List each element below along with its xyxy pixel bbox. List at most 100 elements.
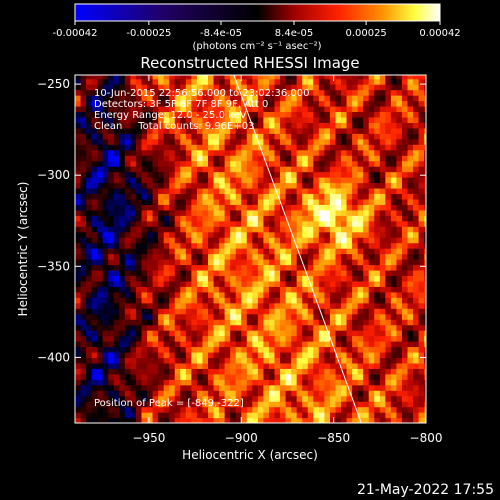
heatmap-cell [213, 116, 220, 123]
heatmap-cell [352, 127, 359, 134]
heatmap-cell [257, 160, 265, 167]
heatmap-cell [352, 242, 359, 249]
heatmap-cell [374, 95, 381, 102]
heatmap-cell [202, 248, 209, 255]
heatmap-cell [119, 384, 126, 391]
heatmap-cell [130, 406, 137, 413]
heatmap-cell [113, 75, 120, 80]
heatmap-cell [296, 341, 303, 348]
heatmap-cell [302, 357, 309, 364]
heatmap-cell [191, 390, 198, 397]
heatmap-cell [346, 297, 353, 304]
heatmap-cell [313, 313, 320, 320]
heatmap-cell [97, 95, 104, 102]
heatmap-cell [80, 302, 87, 309]
heatmap-cell [374, 248, 381, 255]
heatmap-cell [285, 357, 292, 364]
heatmap-cell [407, 362, 414, 369]
heatmap-cell [224, 335, 231, 342]
heatmap-cell [196, 89, 204, 96]
heatmap-cell [174, 127, 181, 134]
heatmap-cell [191, 302, 198, 309]
heatmap-cell [75, 324, 82, 331]
heatmap-cell [158, 237, 165, 244]
heatmap-cell [124, 171, 132, 178]
heatmap-cell [208, 259, 215, 266]
heatmap-cell [335, 280, 342, 287]
heatmap-cell [413, 346, 420, 353]
heatmap-cell [424, 220, 426, 227]
heatmap-cell [318, 226, 325, 233]
heatmap-cell [119, 89, 126, 96]
heatmap-cell [235, 335, 242, 342]
heatmap-cell [329, 231, 337, 238]
heatmap-cell [158, 100, 165, 107]
heatmap-cell [257, 122, 265, 129]
heatmap-cell [119, 95, 126, 102]
heatmap-cell [307, 269, 314, 277]
heatmap-cell [357, 384, 364, 391]
heatmap-cell [335, 330, 342, 337]
heatmap-cell [113, 259, 120, 266]
heatmap-cell [268, 155, 276, 162]
heatmap-cell [124, 341, 132, 348]
heatmap-cell [374, 187, 381, 195]
heatmap-cell [252, 171, 259, 178]
heatmap-cell [80, 362, 87, 369]
heatmap-cell [191, 171, 198, 178]
heatmap-cell [296, 253, 303, 260]
heatmap-cell [252, 226, 259, 233]
heatmap-cell [418, 155, 425, 162]
heatmap-cell [141, 193, 148, 200]
heatmap-cell [418, 357, 425, 364]
heatmap-cell [324, 160, 331, 167]
heatmap-cell [318, 78, 325, 85]
heatmap-cell [230, 275, 237, 282]
heatmap-cell [202, 406, 209, 413]
heatmap-cell [75, 160, 82, 167]
heatmap-cell [191, 220, 198, 227]
heatmap-cell [374, 144, 381, 151]
heatmap-cell [80, 313, 87, 320]
heatmap-cell [318, 390, 325, 397]
heatmap-cell [80, 138, 87, 145]
heatmap-cell [119, 116, 126, 123]
heatmap-cell [113, 204, 120, 211]
heatmap-cell [335, 111, 342, 118]
heatmap-cell [113, 384, 120, 391]
heatmap-cell [280, 78, 287, 85]
heatmap-cell [291, 259, 298, 266]
heatmap-cell [108, 379, 115, 386]
heatmap-cell [268, 182, 276, 189]
heatmap-cell [318, 269, 325, 277]
heatmap-cell [257, 368, 265, 375]
heatmap-cell [113, 346, 120, 353]
heatmap-cell [346, 111, 353, 118]
heatmap-cell [263, 177, 270, 184]
heatmap-cell [180, 166, 187, 173]
heatmap-cell [102, 302, 109, 309]
heatmap-cell [346, 373, 353, 380]
heatmap-cell [180, 133, 187, 140]
heatmap-cell [363, 204, 370, 211]
heatmap-cell [385, 401, 392, 408]
y-tick-label: −300 [37, 168, 70, 182]
heatmap-cell [385, 204, 392, 211]
heatmap-cell [252, 209, 259, 216]
heatmap-cell [413, 105, 420, 113]
heatmap-cell [152, 144, 159, 151]
heatmap-cell [396, 390, 403, 397]
heatmap-cell [368, 275, 375, 282]
heatmap-cell [363, 78, 370, 85]
heatmap-cell [224, 193, 231, 200]
heatmap-cell [268, 187, 276, 195]
heatmap-cell [169, 275, 176, 282]
heatmap-cell [202, 100, 209, 107]
heatmap-cell [357, 313, 364, 320]
heatmap-cell [368, 324, 375, 331]
heatmap-cell [202, 116, 209, 123]
heatmap-cell [396, 171, 403, 178]
heatmap-cell [169, 319, 176, 326]
heatmap-cell [307, 209, 314, 216]
heatmap-cell [368, 379, 375, 386]
